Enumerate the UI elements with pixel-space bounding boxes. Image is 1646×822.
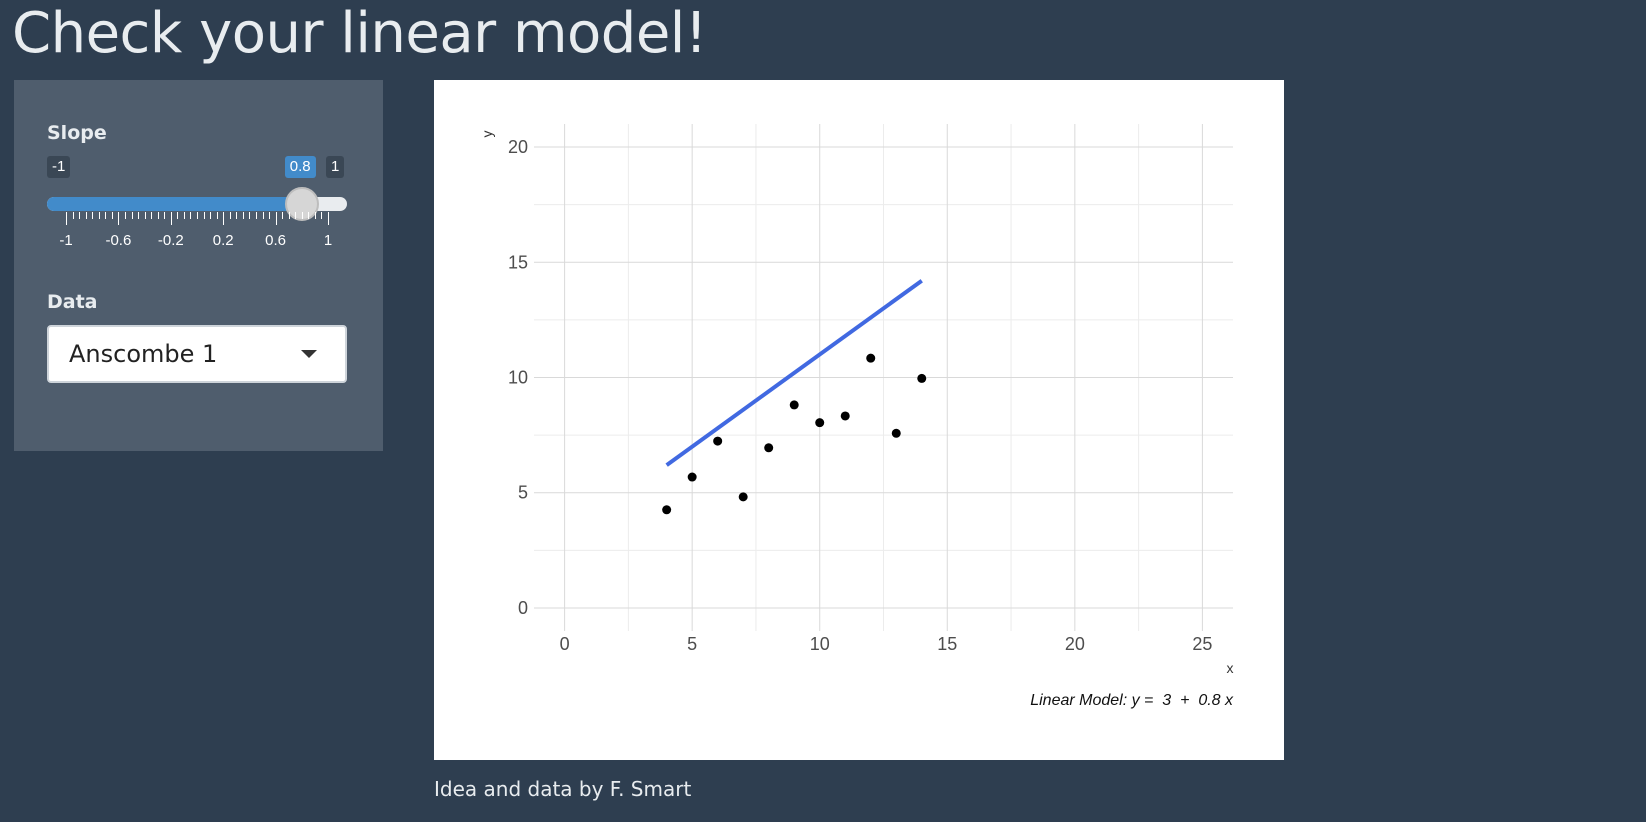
slider-tick <box>85 212 87 219</box>
slider-tick <box>223 212 225 225</box>
slider-tick <box>328 212 329 225</box>
data-point <box>866 353 876 363</box>
x-tick-label: 10 <box>810 634 830 654</box>
slider-tick <box>183 212 185 219</box>
slider-handle[interactable] <box>284 187 319 221</box>
slider-grid-label: 0.6 <box>265 232 287 249</box>
footer-credit: Idea and data by F. Smart <box>434 777 692 801</box>
slider-grid-label: -0.6 <box>105 232 132 249</box>
slider-tick <box>144 212 146 219</box>
slider-tick <box>118 212 120 225</box>
y-tick-label: 20 <box>508 137 528 157</box>
slider-tick <box>66 212 67 225</box>
slider-tick <box>79 212 81 219</box>
x-axis-title: x <box>1227 660 1234 676</box>
slider-tick <box>170 212 172 225</box>
data-point <box>840 411 850 421</box>
x-tick-label: 15 <box>937 634 957 654</box>
data-point <box>687 472 697 482</box>
data-point <box>815 418 825 428</box>
slider-tick <box>255 212 257 219</box>
slider-tick <box>282 212 284 219</box>
data-select[interactable]: Anscombe 1 <box>47 325 347 383</box>
slider-grid-label: 0.2 <box>212 232 234 249</box>
sidebar-panel: Slope -1 1 0.8 -1 -0.6 -0.2 0.2 0.6 1 Data An… <box>14 80 383 451</box>
slider-grid-label: 1 <box>323 232 333 249</box>
page-title: Check your linear model! <box>12 1 707 66</box>
slider-tick <box>314 212 316 219</box>
slider-tick <box>295 212 297 219</box>
data-select-value: Anscombe 1 <box>69 340 218 368</box>
slider-tick <box>308 212 310 219</box>
caret-down-icon <box>301 350 317 358</box>
slider-tick <box>262 212 264 219</box>
data-point <box>764 443 774 453</box>
slider-tick <box>301 212 303 219</box>
x-tick-label: 5 <box>687 634 697 654</box>
slider-tick <box>72 212 74 219</box>
x-tick-label: 25 <box>1192 634 1212 654</box>
y-tick-label: 10 <box>508 368 528 388</box>
slider-max-label: 1 <box>326 156 345 178</box>
slider-ticks <box>47 212 347 228</box>
data-point <box>891 428 901 438</box>
slider-tick <box>242 212 244 219</box>
y-tick-label: 5 <box>518 483 528 503</box>
slope-label: Slope <box>47 122 107 144</box>
slider-tick <box>164 212 166 219</box>
data-point <box>789 400 799 410</box>
slider-tick <box>229 212 231 219</box>
data-point <box>662 505 672 515</box>
slider-tick <box>197 212 198 219</box>
plot-panel: 0 5 10 15 20 25 0 5 10 15 20 x y Linear Model: y =… <box>434 80 1284 760</box>
data-point <box>713 436 723 446</box>
slider-tick <box>275 212 277 225</box>
model-line <box>665 279 923 467</box>
slider-tick <box>216 212 218 219</box>
slider-tick <box>269 212 271 219</box>
slider-tick <box>288 212 290 219</box>
slider-tick <box>157 212 159 219</box>
scatter-chart: 0 5 10 15 20 25 0 5 10 15 20 x y Linear Model: y =… <box>479 124 1234 709</box>
slope-slider[interactable]: -1 1 0.8 -1 -0.6 -0.2 0.2 0.6 1 <box>47 156 347 251</box>
slider-min-label: -1 <box>47 156 71 178</box>
model-line-layer <box>665 279 923 467</box>
slider-tick <box>151 212 153 219</box>
slider-value-label: 0.8 <box>284 156 316 178</box>
model-annotation: Linear Model: y = 3 + 0.8 x <box>1030 692 1234 709</box>
x-tick-label: 20 <box>1065 634 1085 654</box>
slider-tick <box>111 212 113 219</box>
slider-tick <box>105 212 107 219</box>
data-point <box>917 373 927 383</box>
slider-tick <box>92 212 94 219</box>
y-tick-label: 15 <box>508 252 528 272</box>
slider-tick <box>236 212 238 219</box>
slider-grid-label: -1 <box>59 232 73 249</box>
x-tick-label: 0 <box>560 634 570 654</box>
slider-tick <box>98 212 100 219</box>
axis-layer: 0 5 10 15 20 25 0 5 10 15 20 <box>508 137 1212 654</box>
grid-layer <box>534 124 1233 631</box>
slider-grid-label: -0.2 <box>157 232 184 249</box>
data-label: Data <box>47 291 98 313</box>
slider-tick <box>203 212 205 219</box>
slider-fill <box>47 197 302 211</box>
slider-tick <box>321 212 323 219</box>
slider-tick <box>138 212 140 219</box>
slider-tick <box>131 212 133 219</box>
slider-tick <box>124 212 126 219</box>
slider-tick <box>190 212 192 219</box>
slider-tick <box>177 212 179 219</box>
point-layer <box>662 353 927 515</box>
y-axis-title: y <box>479 131 495 138</box>
slider-tick <box>210 212 212 219</box>
slider-tick <box>249 212 251 219</box>
y-tick-label: 0 <box>518 598 528 618</box>
data-point <box>738 492 748 502</box>
